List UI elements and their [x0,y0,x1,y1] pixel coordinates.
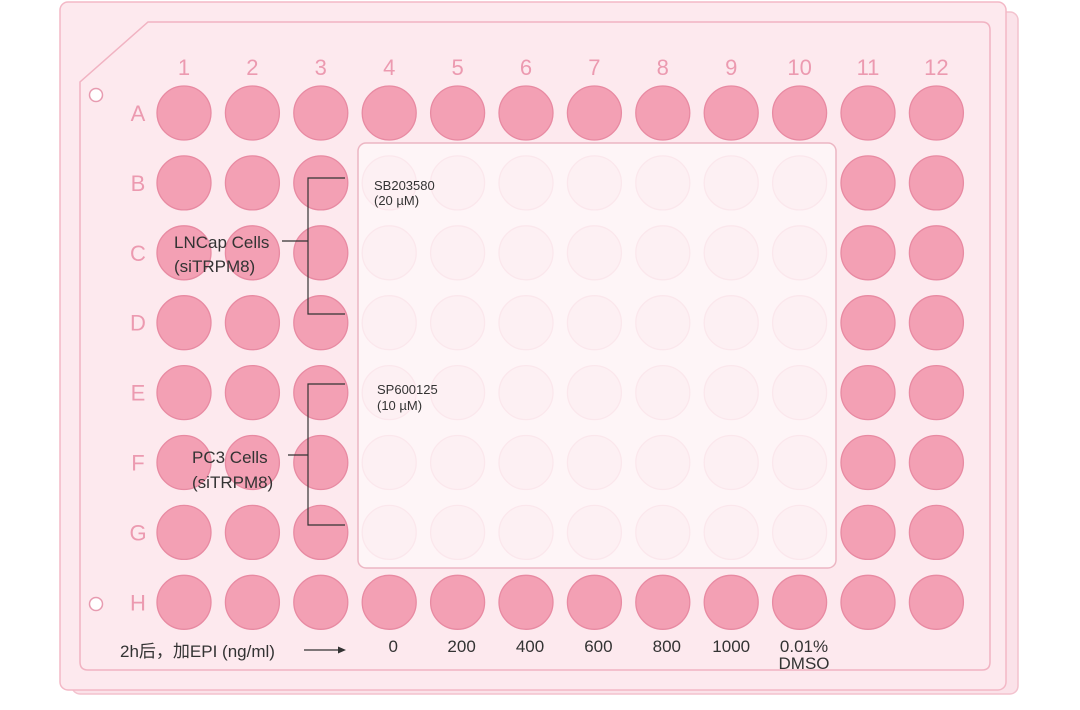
well-B1 [157,156,211,210]
row-label-A: A [131,101,146,126]
well-H1 [157,575,211,629]
column-label-6: 6 [520,55,532,80]
plate-svg: 1 2 3 4 5 6 7 8 9 10 11 12 ABCDEFGH LNCap Cells (si… [0,0,1080,705]
well-D2 [225,296,279,350]
row-label-B: B [131,171,146,196]
well-H11 [841,575,895,629]
well-D1 [157,296,211,350]
well-E12 [909,366,963,420]
well-C11 [841,226,895,280]
row-label-H: H [130,590,146,615]
column-label-3: 3 [315,55,327,80]
plate-diagram: 1 2 3 4 5 6 7 8 9 10 11 12 ABCDEFGH LNCap Cells (si… [0,0,1080,705]
well-H5 [431,575,485,629]
well-H6 [499,575,553,629]
well-A8 [636,86,690,140]
column-label-5: 5 [451,55,463,80]
pc3-label-line1: PC3 Cells [192,448,268,467]
well-H8 [636,575,690,629]
well-G3 [294,505,348,559]
well-D12 [909,296,963,350]
pc3-label-line2: (siTRPM8) [192,473,273,492]
well-H12 [909,575,963,629]
treatment-zone [358,143,836,568]
well-A11 [841,86,895,140]
well-A7 [567,86,621,140]
well-B12 [909,156,963,210]
well-B2 [225,156,279,210]
well-E11 [841,366,895,420]
column-label-7: 7 [588,55,600,80]
well-A10 [773,86,827,140]
column-label-10: 10 [787,55,811,80]
lncap-label-line2: (siTRPM8) [174,257,255,276]
column-label-9: 9 [725,55,737,80]
well-H3 [294,575,348,629]
well-A6 [499,86,553,140]
well-G1 [157,505,211,559]
column-label-1: 1 [178,55,190,80]
well-H10 [773,575,827,629]
well-E2 [225,366,279,420]
well-H7 [567,575,621,629]
well-H2 [225,575,279,629]
dose-label-1000: 1000 [712,637,750,656]
well-C3 [294,226,348,280]
sp-label-line1: SP600125 [377,382,438,397]
well-G12 [909,505,963,559]
well-B11 [841,156,895,210]
dose-label-0: 0 [388,637,397,656]
well-D11 [841,296,895,350]
control-label-line2: DMSO [779,654,830,673]
row-label-E: E [131,381,146,406]
well-C12 [909,226,963,280]
column-label-11: 11 [857,55,880,80]
plate-hole-top [90,89,103,102]
row-label-F: F [131,451,144,476]
column-label-2: 2 [246,55,258,80]
well-G2 [225,505,279,559]
well-E3 [294,366,348,420]
sb-label-line2: (20 µM) [374,193,419,208]
dose-label-400: 400 [516,637,544,656]
well-D3 [294,296,348,350]
well-H9 [704,575,758,629]
column-label-8: 8 [657,55,669,80]
well-A2 [225,86,279,140]
well-A3 [294,86,348,140]
well-B3 [294,156,348,210]
column-label-4: 4 [383,55,395,80]
well-A12 [909,86,963,140]
well-H4 [362,575,416,629]
lncap-label-line1: LNCap Cells [174,233,269,252]
well-F11 [841,436,895,490]
well-F12 [909,436,963,490]
sp-label-line2: (10 µM) [377,398,422,413]
row-label-G: G [129,520,146,545]
row-label-D: D [130,311,146,336]
row-label-C: C [130,241,146,266]
column-label-12: 12 [924,55,948,80]
well-F3 [294,436,348,490]
well-A1 [157,86,211,140]
dose-label-600: 600 [584,637,612,656]
dose-label-800: 800 [653,637,681,656]
sb-label-line1: SB203580 [374,178,435,193]
well-A9 [704,86,758,140]
dose-label-200: 200 [447,637,475,656]
well-G11 [841,505,895,559]
well-E1 [157,366,211,420]
plate-hole-bottom [90,598,103,611]
epi-label: 2h后，加EPI (ng/ml) [120,642,275,661]
well-A4 [362,86,416,140]
well-A5 [431,86,485,140]
